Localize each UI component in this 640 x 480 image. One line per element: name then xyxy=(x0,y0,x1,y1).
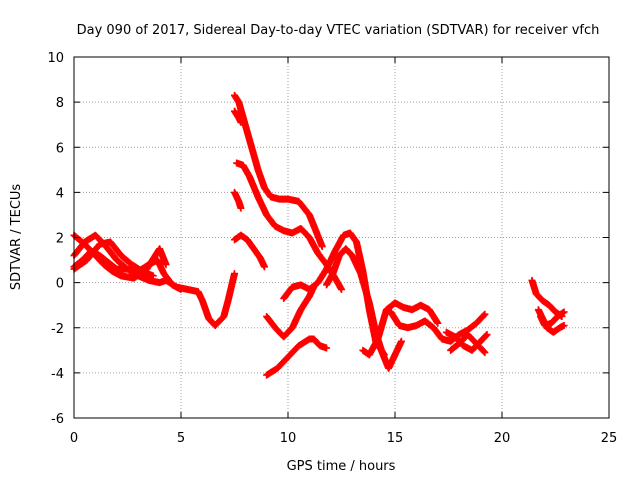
data-point xyxy=(237,204,245,212)
y-tick-label: 6 xyxy=(56,141,64,156)
data-point xyxy=(260,263,268,271)
x-tick-label: 25 xyxy=(601,431,618,446)
series-arc-17 xyxy=(442,328,491,354)
data-point xyxy=(480,311,488,319)
data-point xyxy=(237,118,245,126)
series-arc-10 xyxy=(263,283,318,341)
data-series xyxy=(70,91,568,379)
series-arc-14 xyxy=(359,299,442,359)
data-point xyxy=(434,319,442,327)
data-point xyxy=(323,344,331,352)
data-point xyxy=(481,310,489,318)
data-point xyxy=(397,337,405,345)
series-arc-4 xyxy=(70,238,157,280)
series-arc-12 xyxy=(280,229,388,359)
data-point xyxy=(483,331,491,339)
x-tick-label: 0 xyxy=(70,431,78,446)
data-point xyxy=(481,349,489,357)
data-point xyxy=(149,272,157,280)
data-point xyxy=(162,261,170,269)
series-arc-15 xyxy=(387,308,489,345)
data-point xyxy=(318,243,326,251)
y-tick-label: 8 xyxy=(56,96,64,111)
x-tick-label: 15 xyxy=(387,431,404,446)
data-point xyxy=(338,285,345,293)
y-tick-label: -2 xyxy=(51,322,64,337)
y-tick-label: -6 xyxy=(51,412,64,427)
data-point xyxy=(480,348,488,356)
series-arc-3 xyxy=(70,231,170,282)
chart-title: Day 090 of 2017, Sidereal Day-to-day VTE… xyxy=(77,23,600,38)
series-arc-7 xyxy=(231,107,245,126)
y-axis-label: SDTVAR / TECUs xyxy=(9,184,24,291)
y-tick-label: 0 xyxy=(56,277,64,292)
y-axis-ticks: -6 -4 -2 0 2 4 6 8 10 xyxy=(47,51,609,427)
data-point xyxy=(482,331,490,339)
x-tick-label: 5 xyxy=(177,431,185,446)
data-point xyxy=(177,285,185,293)
x-tick-label: 10 xyxy=(280,431,297,446)
data-point xyxy=(560,321,568,329)
data-point xyxy=(231,270,238,278)
x-tick-label: 20 xyxy=(494,431,511,446)
series-arc-6 xyxy=(233,159,345,293)
data-point xyxy=(560,308,568,316)
y-tick-label: 4 xyxy=(56,186,64,201)
y-tick-label: -4 xyxy=(51,367,64,382)
series-arc-11 xyxy=(263,335,331,379)
series-arc-20 xyxy=(537,308,568,329)
x-axis-ticks: 0 5 10 15 20 25 xyxy=(70,57,617,446)
series-arc-5 xyxy=(231,91,326,251)
series-arc-8 xyxy=(231,188,245,212)
x-axis-label: GPS time / hours xyxy=(287,459,396,474)
y-tick-label: 2 xyxy=(56,232,64,247)
series-arc-9 xyxy=(231,231,268,271)
y-tick-label: 10 xyxy=(47,51,64,66)
